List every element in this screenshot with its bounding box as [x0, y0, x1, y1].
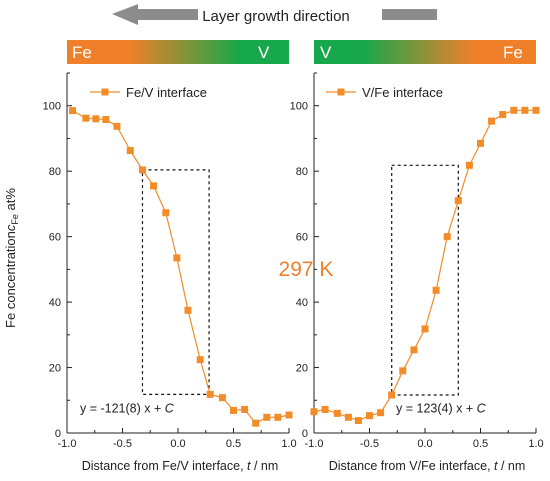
- data-point: [377, 409, 385, 417]
- x-tick-label: 0.5: [473, 438, 488, 450]
- data-point: [113, 122, 121, 130]
- x-tick-label: -1.0: [305, 438, 324, 450]
- data-point: [454, 197, 462, 205]
- y-tick-label: 80: [296, 166, 308, 178]
- data-point: [465, 161, 473, 169]
- data-point: [366, 412, 373, 420]
- data-point: [510, 106, 518, 114]
- data-point: [344, 413, 352, 421]
- data-point: [230, 406, 237, 414]
- data-point: [138, 166, 146, 174]
- growth-arrow-tail: [382, 9, 437, 20]
- x-tick-label: 1.0: [281, 438, 296, 450]
- panel-fe-v: -1.0 -0.5 0.0 0.5 1.0 0 20 40 60 80 100 Distance fr…: [43, 72, 297, 473]
- growth-direction-label: Layer growth direction: [202, 8, 350, 25]
- data-point: [69, 107, 77, 115]
- x-tick-label: -1.0: [58, 438, 77, 450]
- data-point: [263, 413, 271, 421]
- data-point: [218, 394, 226, 402]
- y-tick-label: 80: [49, 166, 61, 178]
- series-line: [72, 110, 290, 424]
- data-point: [274, 413, 282, 421]
- growth-direction-header: Layer growth direction: [112, 4, 437, 25]
- data-point: [499, 111, 507, 119]
- data-point: [388, 391, 396, 399]
- series-line: [313, 109, 536, 422]
- data-point: [196, 356, 204, 364]
- data-point: [184, 306, 192, 314]
- bar-left-end-label: V: [258, 43, 270, 62]
- data-point: [333, 409, 341, 417]
- composition-bar-right: V Fe: [314, 40, 536, 64]
- x-tick-label: 0.0: [170, 438, 185, 450]
- data-point: [310, 408, 318, 416]
- y-axis-label: Fe concentrationcFe at%: [3, 188, 20, 328]
- x-tick-label: -0.5: [113, 438, 132, 450]
- data-point: [92, 115, 100, 123]
- panel-v-fe: -1.0 -0.5 0.0 0.5 1.0 0 20 40 60 80 100 Distance fr…: [290, 72, 544, 473]
- data-point: [126, 147, 134, 155]
- legend-label: V/Fe interface: [362, 85, 443, 100]
- data-point: [252, 419, 260, 427]
- data-point: [410, 346, 418, 354]
- data-point: [421, 325, 429, 333]
- y-tick-label: 40: [296, 297, 308, 309]
- x-axis-label: Distance from V/Fe interface, t / nm: [329, 459, 526, 473]
- bar-left-start-label: Fe: [72, 43, 92, 62]
- x-axis-label: Distance from Fe/V interface, t / nm: [82, 459, 279, 473]
- fit-equation: y = -121(8) x + C: [80, 402, 175, 416]
- x-tick-label: -0.5: [360, 438, 379, 450]
- bar-right-end-label: Fe: [503, 43, 523, 62]
- growth-arrow-icon: [112, 4, 198, 25]
- x-tick-label: 0.0: [417, 438, 432, 450]
- y-tick-label: 0: [302, 428, 308, 440]
- y-tick-label: 100: [43, 101, 61, 113]
- y-tick-label: 40: [49, 297, 61, 309]
- data-point: [102, 115, 110, 123]
- fit-equation: y = 123(4) x + C: [396, 402, 487, 416]
- composition-bar-left: Fe V: [67, 40, 289, 64]
- data-point: [477, 139, 484, 147]
- fit-box: [391, 164, 459, 396]
- data-point: [521, 106, 529, 114]
- y-tick-label: 20: [49, 363, 61, 375]
- bar-right-start-label: V: [320, 43, 332, 62]
- data-point: [443, 233, 451, 241]
- temperature-label: 297 K: [279, 258, 334, 281]
- data-point: [206, 390, 214, 398]
- data-point: [532, 106, 540, 114]
- data-point: [173, 254, 181, 262]
- legend-marker: [337, 88, 345, 96]
- data-point: [241, 405, 249, 413]
- data-point: [82, 114, 90, 122]
- fit-box: [141, 169, 210, 395]
- data-point: [162, 209, 170, 217]
- data-point: [150, 182, 158, 190]
- y-tick-label: 60: [49, 232, 61, 244]
- legend-marker: [101, 88, 109, 96]
- data-point: [399, 367, 407, 375]
- y-tick-label: 20: [296, 363, 308, 375]
- legend-label: Fe/V interface: [126, 85, 207, 100]
- data-point: [285, 411, 293, 419]
- x-tick-label: 1.0: [528, 438, 543, 450]
- x-tick-label: 0.5: [226, 438, 241, 450]
- data-point: [488, 117, 496, 125]
- data-point: [432, 286, 440, 294]
- y-tick-label: 0: [55, 428, 61, 440]
- data-point: [321, 405, 329, 413]
- y-tick-label: 60: [296, 232, 308, 244]
- y-tick-label: 100: [290, 101, 308, 113]
- data-point: [354, 417, 362, 425]
